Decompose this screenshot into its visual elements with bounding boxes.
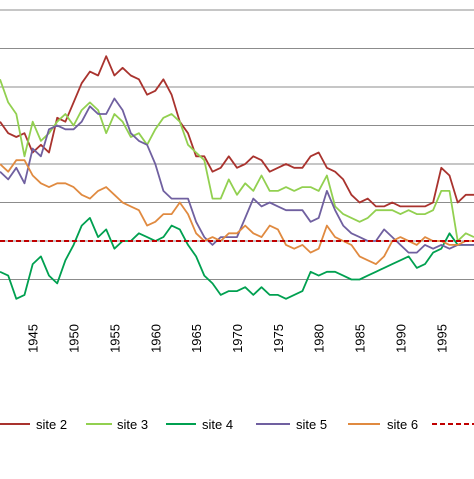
legend-label: site 5 [296, 417, 327, 432]
x-axis-ticks: 1945 1950 1955 1960 1965 1970 1975 1980 1985 1990… [26, 324, 450, 353]
gridlines [0, 9, 474, 280]
series-lines [0, 55, 474, 300]
x-tick-label: 1955 [107, 324, 122, 353]
x-tick-label: 1995 [434, 324, 449, 353]
legend-label: site 6 [387, 417, 418, 432]
legend-label: site 3 [117, 417, 148, 432]
legend: site 2 site 3 site 4 site 5 site 6 [0, 417, 474, 432]
x-tick-label: 1980 [312, 324, 327, 353]
x-tick-label: 1990 [393, 324, 408, 353]
x-tick-label: 1960 [148, 324, 163, 353]
legend-label: site 4 [202, 417, 233, 432]
x-tick-label: 1985 [353, 324, 368, 353]
series-line-site-3 [0, 78, 474, 242]
x-tick-label: 1975 [271, 324, 286, 353]
series-line-site-4 [0, 216, 474, 300]
legend-label: site 2 [36, 417, 67, 432]
x-tick-label: 1970 [230, 324, 245, 353]
x-tick-label: 1950 [67, 324, 82, 353]
x-tick-label: 1965 [189, 324, 204, 353]
series-line-site-2 [0, 55, 474, 208]
series-line-site-6 [0, 159, 474, 266]
x-tick-label: 1945 [26, 324, 41, 353]
